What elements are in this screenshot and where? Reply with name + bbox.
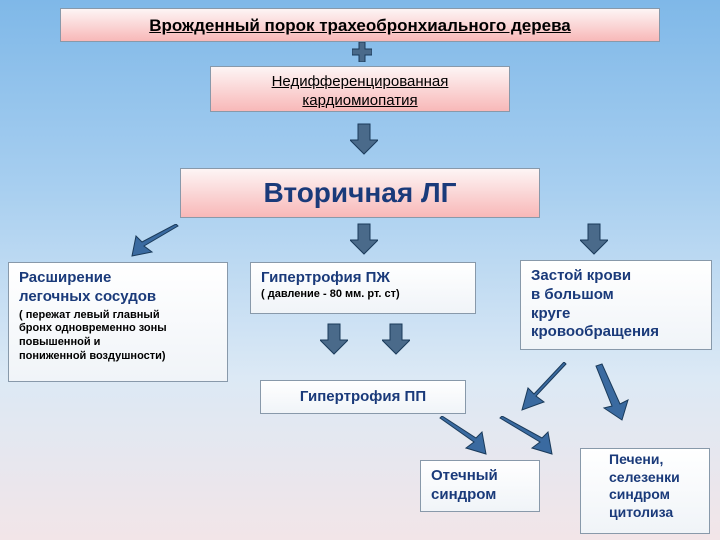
vessels-sub-l2: бронх одновременно зоны	[19, 322, 167, 334]
arrow-diag-right-icon	[438, 416, 488, 456]
hypertrophy-pp-text: Гипертрофия ПП	[300, 388, 426, 405]
arrow-diag-left-icon	[520, 362, 570, 412]
hypertrophy-pz-sub: ( давление - 80 мм. рт. ст)	[261, 288, 465, 302]
edema-l2: синдром	[431, 486, 496, 503]
edema-l1: Отечный	[431, 467, 498, 484]
plus-icon	[352, 42, 372, 62]
hypertrophy-pz-box: Гипертрофия ПЖ ( давление - 80 мм. рт. с…	[250, 262, 476, 314]
vessels-sub-l4: пониженной воздушности)	[19, 350, 166, 362]
vessels-sub-l1: ( пережат левый главный	[19, 309, 160, 321]
liver-l3: синдром	[609, 486, 670, 502]
stasis-box: Застой крови в большом круге кровообраще…	[520, 260, 712, 350]
liver-l1: Печени,	[609, 451, 663, 467]
top-title-text: Врожденный порок трахеобронхиального дер…	[149, 16, 571, 35]
stasis-l1: Застой крови	[531, 267, 631, 284]
stasis-l3: круге	[531, 305, 570, 322]
arrow-diag-left-icon	[130, 224, 180, 258]
liver-l2: селезенки	[609, 469, 680, 485]
secondary-text: Вторичная ЛГ	[264, 177, 457, 208]
cardio-l1: Недифференцированная	[272, 73, 449, 90]
arrow-down-icon	[350, 222, 378, 256]
arrow-diag-down-icon	[592, 362, 636, 422]
stasis-l4: кровообращения	[531, 323, 659, 340]
vessels-title-l1: Расширение	[19, 269, 111, 286]
arrow-down-icon	[580, 222, 608, 256]
top-title-box: Врожденный порок трахеобронхиального дер…	[60, 8, 660, 42]
edema-box: Отечный синдром	[420, 460, 540, 512]
arrow-down-icon	[350, 122, 378, 156]
arrow-diag-right-icon	[498, 416, 554, 456]
liver-box: Печени, селезенки синдром цитолиза	[580, 448, 710, 534]
liver-l4: цитолиза	[609, 504, 673, 520]
arrow-down-icon	[382, 322, 410, 356]
arrow-down-icon	[320, 322, 348, 356]
hypertrophy-pp-box: Гипертрофия ПП	[260, 380, 466, 414]
vessels-title-l2: легочных сосудов	[19, 288, 156, 305]
secondary-box: Вторичная ЛГ	[180, 168, 540, 218]
vessels-box: Расширение легочных сосудов ( пережат ле…	[8, 262, 228, 382]
cardio-box: Недифференцированная кардиомиопатия	[210, 66, 510, 112]
vessels-sub-l3: повышенной и	[19, 336, 100, 348]
hypertrophy-pz-title: Гипертрофия ПЖ	[261, 269, 465, 288]
cardio-l2: кардиомиопатия	[302, 92, 417, 109]
stasis-l2: в большом	[531, 286, 614, 303]
